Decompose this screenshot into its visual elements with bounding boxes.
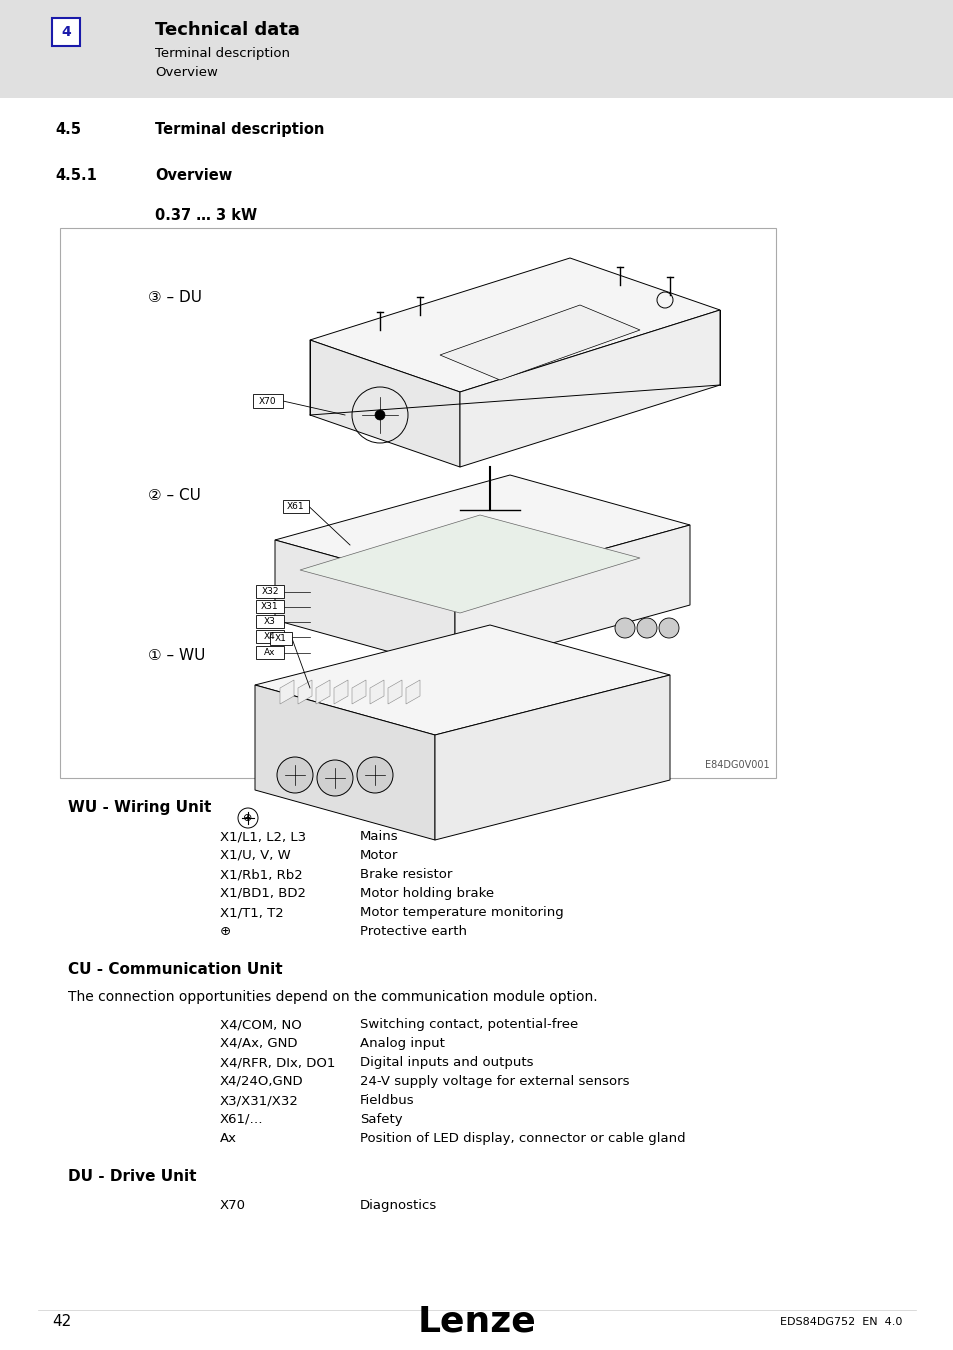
- Polygon shape: [455, 525, 689, 670]
- Text: X3/X31/X32: X3/X31/X32: [220, 1094, 298, 1107]
- Text: Diagnostics: Diagnostics: [359, 1199, 436, 1212]
- Circle shape: [375, 410, 385, 420]
- Text: ① – WU: ① – WU: [148, 648, 205, 663]
- Text: Terminal description: Terminal description: [154, 47, 290, 61]
- Text: X70: X70: [220, 1199, 246, 1212]
- Polygon shape: [299, 514, 639, 613]
- Polygon shape: [406, 680, 419, 703]
- Bar: [255, 616, 284, 628]
- Text: X1/T1, T2: X1/T1, T2: [220, 906, 283, 919]
- Text: Motor temperature monitoring: Motor temperature monitoring: [359, 906, 563, 919]
- Text: 4.5: 4.5: [55, 122, 81, 136]
- Polygon shape: [334, 680, 348, 703]
- Circle shape: [356, 757, 393, 792]
- Text: Analog input: Analog input: [359, 1037, 444, 1050]
- Polygon shape: [439, 305, 639, 379]
- Text: WU - Wiring Unit: WU - Wiring Unit: [68, 801, 212, 815]
- Text: Motor holding brake: Motor holding brake: [359, 887, 494, 900]
- Text: X4/24O,GND: X4/24O,GND: [220, 1075, 303, 1088]
- Circle shape: [316, 760, 353, 796]
- Polygon shape: [435, 675, 669, 840]
- Text: The connection opportunities depend on the communication module option.: The connection opportunities depend on t…: [68, 990, 597, 1004]
- Text: X61: X61: [287, 502, 305, 512]
- Text: Position of LED display, connector or cable gland: Position of LED display, connector or ca…: [359, 1133, 685, 1145]
- Polygon shape: [370, 680, 384, 703]
- Circle shape: [276, 757, 313, 792]
- Bar: [52, 18, 80, 46]
- Text: E84DG0V001: E84DG0V001: [704, 760, 769, 770]
- Circle shape: [237, 809, 257, 828]
- Bar: [253, 394, 283, 408]
- Polygon shape: [274, 540, 455, 670]
- Text: 24-V supply voltage for external sensors: 24-V supply voltage for external sensors: [359, 1075, 629, 1088]
- Polygon shape: [310, 258, 720, 392]
- Bar: [283, 500, 309, 513]
- Text: Ax: Ax: [220, 1133, 236, 1145]
- Text: X3: X3: [264, 617, 275, 626]
- Text: Digital inputs and outputs: Digital inputs and outputs: [359, 1056, 533, 1069]
- Text: X32: X32: [261, 587, 278, 595]
- Text: Lenze: Lenze: [417, 1305, 536, 1339]
- Bar: [0, 0, 953, 99]
- Text: Switching contact, potential-free: Switching contact, potential-free: [359, 1018, 578, 1031]
- Text: Protective earth: Protective earth: [359, 925, 467, 938]
- Text: 42: 42: [52, 1315, 71, 1330]
- Text: Fieldbus: Fieldbus: [359, 1094, 415, 1107]
- Circle shape: [637, 618, 657, 639]
- Text: X4/Ax, GND: X4/Ax, GND: [220, 1037, 297, 1050]
- Text: X4/RFR, DIx, DO1: X4/RFR, DIx, DO1: [220, 1056, 335, 1069]
- Polygon shape: [254, 684, 435, 840]
- Polygon shape: [274, 475, 689, 590]
- Text: X1/BD1, BD2: X1/BD1, BD2: [220, 887, 306, 900]
- Bar: [60, 228, 775, 778]
- Polygon shape: [254, 625, 669, 734]
- Text: DU - Drive Unit: DU - Drive Unit: [68, 1169, 196, 1184]
- Text: Mains: Mains: [359, 830, 398, 842]
- Polygon shape: [297, 680, 312, 703]
- Text: CU - Communication Unit: CU - Communication Unit: [68, 963, 282, 977]
- Text: ⊕: ⊕: [243, 813, 253, 823]
- Text: Overview: Overview: [154, 66, 217, 78]
- Text: X70: X70: [259, 397, 276, 405]
- Polygon shape: [388, 680, 401, 703]
- Bar: [255, 630, 284, 643]
- Text: ⊕: ⊕: [220, 925, 231, 938]
- Text: Ax: Ax: [264, 648, 275, 657]
- Text: X1/L1, L2, L3: X1/L1, L2, L3: [220, 830, 306, 842]
- Text: 0.37 … 3 kW: 0.37 … 3 kW: [154, 208, 257, 223]
- Text: X61/…: X61/…: [220, 1112, 263, 1126]
- Circle shape: [615, 618, 635, 639]
- Text: EDS84DG752  EN  4.0: EDS84DG752 EN 4.0: [779, 1318, 901, 1327]
- Polygon shape: [352, 680, 366, 703]
- Text: Safety: Safety: [359, 1112, 402, 1126]
- Text: Motor: Motor: [359, 849, 398, 863]
- Text: Technical data: Technical data: [154, 22, 299, 39]
- Polygon shape: [459, 310, 720, 467]
- Bar: [270, 632, 292, 645]
- Text: X4: X4: [264, 632, 275, 641]
- Text: 4.5.1: 4.5.1: [55, 167, 97, 184]
- Bar: [255, 599, 284, 613]
- Text: Brake resistor: Brake resistor: [359, 868, 452, 882]
- Text: ③ – DU: ③ – DU: [148, 290, 202, 305]
- Text: Overview: Overview: [154, 167, 232, 184]
- Text: ② – CU: ② – CU: [148, 487, 201, 502]
- Text: X1: X1: [274, 634, 287, 643]
- Bar: [255, 585, 284, 598]
- Text: X31: X31: [261, 602, 278, 612]
- Polygon shape: [315, 680, 330, 703]
- Text: Terminal description: Terminal description: [154, 122, 324, 136]
- Bar: [255, 647, 284, 659]
- Polygon shape: [280, 680, 294, 703]
- Polygon shape: [310, 340, 459, 467]
- Circle shape: [659, 618, 679, 639]
- Text: X4/COM, NO: X4/COM, NO: [220, 1018, 301, 1031]
- Text: X1/Rb1, Rb2: X1/Rb1, Rb2: [220, 868, 302, 882]
- Text: X1/U, V, W: X1/U, V, W: [220, 849, 291, 863]
- Text: 4: 4: [61, 26, 71, 39]
